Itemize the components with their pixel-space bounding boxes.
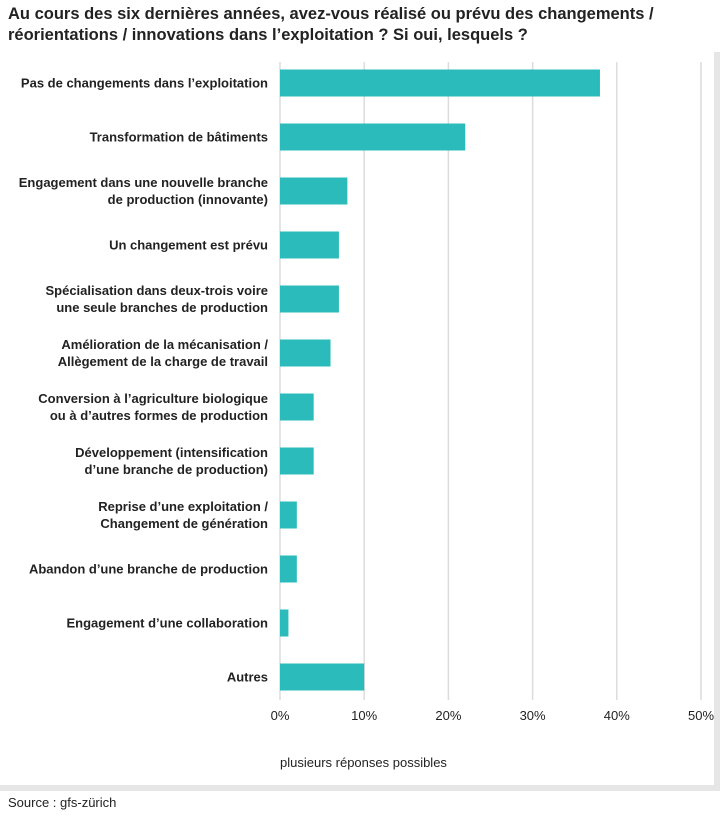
x-tick-label: 30%	[519, 708, 546, 723]
y-tick-label: Pas de changements dans l’exploitation	[20, 75, 268, 91]
source: Source : gfs-zürich	[8, 795, 117, 810]
y-tick-label: Autres	[226, 669, 268, 685]
y-tick-label: Transformation de bâtiments	[89, 129, 268, 145]
bar	[280, 177, 348, 205]
x-tick-label: 0%	[270, 708, 290, 723]
note: plusieurs réponses possibles	[280, 755, 447, 770]
bar	[280, 69, 600, 97]
bar	[280, 555, 297, 583]
x-tick-label: 50%	[687, 708, 715, 723]
y-tick-label: Abandon d’une branche de production	[28, 561, 268, 577]
bar	[280, 285, 339, 313]
y-tick-label: Développement (intensification d’une bra…	[75, 445, 268, 477]
bar	[280, 663, 365, 691]
bar	[280, 123, 466, 151]
bar	[280, 447, 314, 475]
chart-title: Au cours des six dernières années, avez-…	[8, 5, 654, 44]
chart-panel	[0, 52, 720, 791]
bar	[280, 231, 339, 259]
y-tick-label: Spécialisation dans deux-trois voire une…	[45, 283, 268, 315]
x-tick-label: 20%	[435, 708, 462, 723]
bar	[280, 393, 314, 421]
y-tick-label: Engagement d’une collaboration	[66, 615, 268, 631]
x-tick-label: 10%	[351, 708, 378, 723]
bar	[280, 339, 331, 367]
y-tick-label: Un changement est prévu	[109, 237, 268, 253]
y-tick-label: Engagement dans une nouvelle branche de …	[18, 175, 268, 207]
bar	[280, 501, 297, 529]
y-tick-label: Amélioration de la mécanisation / Allège…	[57, 337, 268, 369]
bar	[280, 609, 289, 637]
x-tick-label: 40%	[603, 708, 630, 723]
y-tick-label: Conversion à l’agriculture biologique ou…	[38, 391, 268, 423]
y-tick-label: Reprise d’une exploitation / Changement …	[98, 499, 268, 531]
